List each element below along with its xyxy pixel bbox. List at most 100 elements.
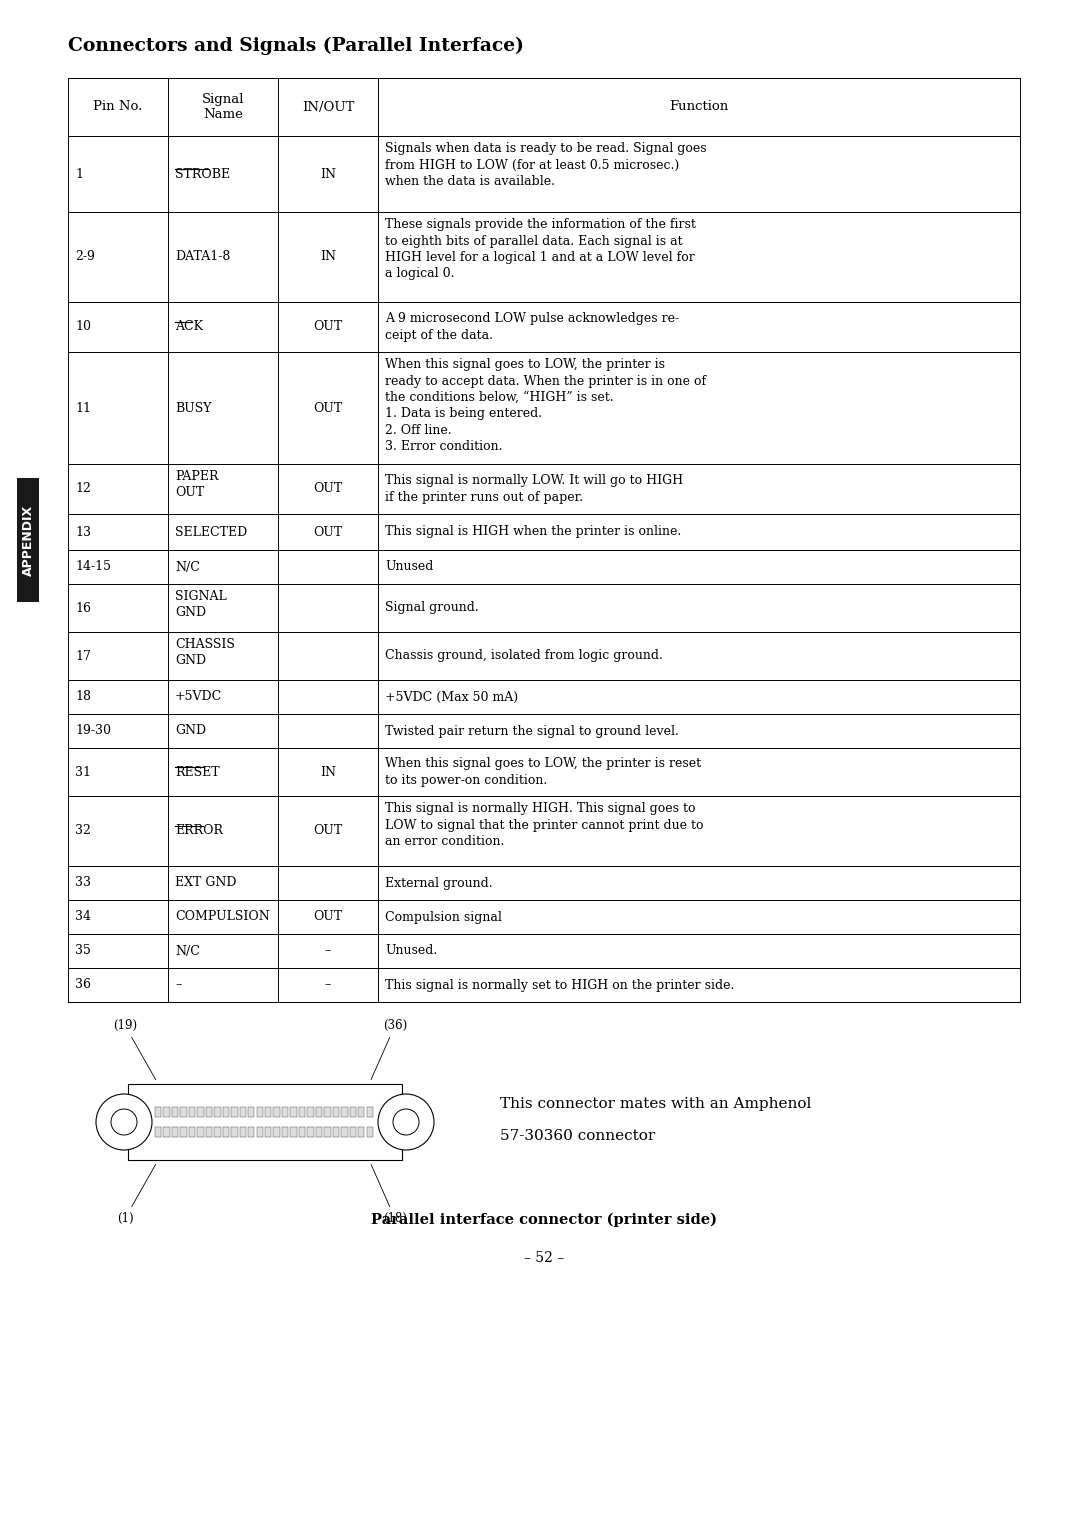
Text: This signal is HIGH when the printer is online.: This signal is HIGH when the printer is … [384, 526, 681, 538]
Text: When this signal goes to LOW, the printer is reset
to its power-on condition.: When this signal goes to LOW, the printe… [384, 757, 701, 786]
Bar [129, 1084, 402, 1160]
Bar [257, 1127, 262, 1137]
Text: STROBE: STROBE [175, 167, 230, 181]
Text: 1: 1 [75, 167, 83, 181]
Text: 34: 34 [75, 911, 91, 923]
Text: (1): (1) [117, 1165, 156, 1225]
Text: When this signal goes to LOW, the printer is
ready to accept data. When the prin: When this signal goes to LOW, the printe… [384, 359, 706, 454]
Bar [198, 1107, 204, 1118]
Text: OUT: OUT [313, 526, 342, 538]
Text: This signal is normally set to HIGH on the printer side.: This signal is normally set to HIGH on t… [384, 978, 734, 992]
Text: (36): (36) [372, 1019, 407, 1079]
Text: –: – [325, 978, 332, 992]
Text: 36: 36 [75, 978, 91, 992]
Text: IN: IN [320, 250, 336, 264]
Text: +5VDC: +5VDC [175, 690, 222, 704]
Text: ERROR: ERROR [175, 825, 222, 837]
Text: N/C: N/C [175, 944, 200, 958]
Text: EXT GND: EXT GND [175, 877, 237, 889]
Bar [282, 1127, 288, 1137]
Text: 32: 32 [75, 825, 91, 837]
Text: –: – [175, 978, 181, 992]
Text: 11: 11 [75, 402, 91, 414]
Bar [198, 1127, 204, 1137]
Text: 14-15: 14-15 [75, 561, 111, 573]
Text: 12: 12 [75, 483, 91, 495]
Bar [206, 1107, 212, 1118]
Text: 13: 13 [75, 526, 91, 538]
Text: OUT: OUT [313, 825, 342, 837]
Circle shape [111, 1108, 137, 1134]
Bar [350, 1127, 356, 1137]
Bar [341, 1127, 348, 1137]
Bar [341, 1107, 348, 1118]
Bar [222, 1127, 229, 1137]
Bar [291, 1127, 297, 1137]
Bar [156, 1127, 161, 1137]
Bar [240, 1107, 246, 1118]
Bar [366, 1107, 373, 1118]
Text: This connector mates with an Amphenol: This connector mates with an Amphenol [500, 1098, 811, 1111]
Text: These signals provide the information of the first
to eighth bits of parallel da: These signals provide the information of… [384, 218, 696, 281]
Bar [172, 1127, 178, 1137]
Bar [163, 1107, 170, 1118]
Bar [315, 1127, 322, 1137]
Bar [231, 1127, 238, 1137]
Bar [333, 1127, 339, 1137]
Text: N/C: N/C [175, 561, 200, 573]
Text: 57-30360 connector: 57-30360 connector [500, 1128, 656, 1144]
Bar [156, 1107, 161, 1118]
Bar [265, 1107, 271, 1118]
Text: PAPER
OUT: PAPER OUT [175, 471, 218, 500]
Text: Signal
Name: Signal Name [202, 92, 244, 121]
Bar [248, 1107, 255, 1118]
Bar [189, 1127, 195, 1137]
Bar [17, 478, 39, 602]
Text: This signal is normally HIGH. This signal goes to
LOW to signal that the printer: This signal is normally HIGH. This signa… [384, 802, 703, 848]
Bar [214, 1127, 220, 1137]
Bar [299, 1107, 306, 1118]
Text: A 9 microsecond LOW pulse acknowledges re-
ceipt of the data.: A 9 microsecond LOW pulse acknowledges r… [384, 313, 679, 342]
Bar [308, 1127, 313, 1137]
Bar [206, 1127, 212, 1137]
Text: APPENDIX: APPENDIX [22, 504, 35, 575]
Text: Parallel interface connector (printer side): Parallel interface connector (printer si… [372, 1213, 717, 1228]
Text: 16: 16 [75, 601, 91, 615]
Bar [265, 1127, 271, 1137]
Text: ACK: ACK [175, 320, 203, 334]
Text: RESET: RESET [175, 765, 219, 779]
Text: OUT: OUT [313, 911, 342, 923]
Text: +5VDC (Max 50 mA): +5VDC (Max 50 mA) [384, 690, 518, 704]
Bar [282, 1107, 288, 1118]
Text: SIGNAL
GND: SIGNAL GND [175, 590, 227, 619]
Bar [240, 1127, 246, 1137]
Bar [273, 1107, 280, 1118]
Text: 35: 35 [75, 944, 91, 958]
Text: IN/OUT: IN/OUT [301, 101, 354, 113]
Text: (18): (18) [372, 1165, 407, 1225]
Bar [248, 1127, 255, 1137]
Bar [324, 1127, 330, 1137]
Text: CHASSIS
GND: CHASSIS GND [175, 638, 234, 667]
Bar [324, 1107, 330, 1118]
Text: External ground.: External ground. [384, 877, 492, 889]
Bar [163, 1127, 170, 1137]
Text: GND: GND [175, 725, 206, 737]
Bar [257, 1107, 262, 1118]
Bar [350, 1107, 356, 1118]
Bar [273, 1127, 280, 1137]
Bar [231, 1107, 238, 1118]
Bar [189, 1107, 195, 1118]
Circle shape [393, 1108, 419, 1134]
Bar [180, 1107, 187, 1118]
Text: OUT: OUT [313, 320, 342, 334]
Text: 17: 17 [75, 650, 91, 662]
Text: Compulsion signal: Compulsion signal [384, 911, 502, 923]
Bar [222, 1107, 229, 1118]
Text: – 52 –: – 52 – [524, 1251, 564, 1265]
Text: OUT: OUT [313, 483, 342, 495]
Text: COMPULSION: COMPULSION [175, 911, 270, 923]
Text: Unused.: Unused. [384, 944, 437, 958]
Bar [291, 1107, 297, 1118]
Text: Unused: Unused [384, 561, 433, 573]
